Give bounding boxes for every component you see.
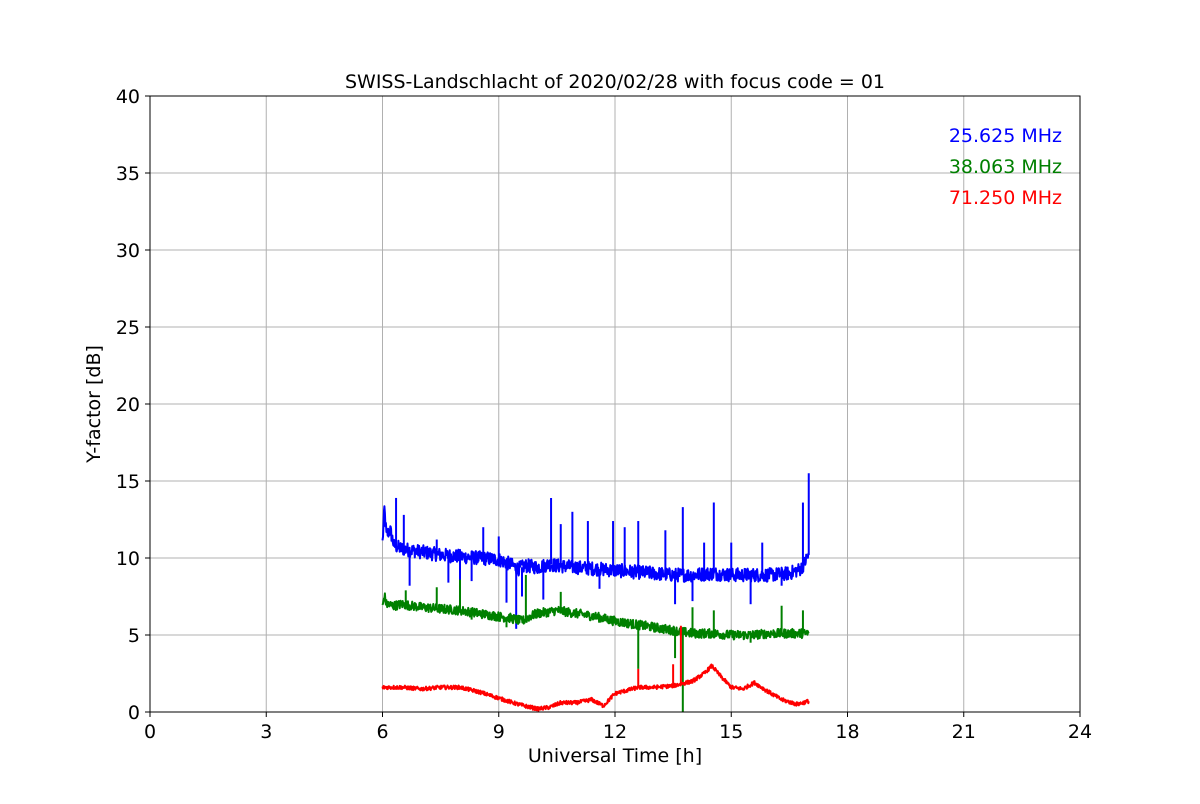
x-tick-label: 24 — [1068, 721, 1092, 743]
tick-layer: 0 3 6 9 12 15 18 21 24 0 5 10 15 20 25 30 35 40 — [116, 86, 1092, 743]
x-tick-label: 18 — [835, 721, 859, 743]
series-layer — [381, 473, 810, 712]
legend-item: 25.625 MHz — [949, 125, 1062, 147]
y-tick-label: 0 — [128, 702, 140, 724]
y-tick-label: 5 — [128, 625, 140, 647]
x-axis-label: Universal Time [h] — [528, 745, 702, 767]
y-tick-label: 35 — [116, 163, 140, 185]
legend-item: 71.250 MHz — [949, 187, 1062, 209]
series-2 — [381, 574, 810, 712]
y-tick-label: 20 — [116, 394, 140, 416]
legend-item: 38.063 MHz — [949, 156, 1062, 178]
series-line — [381, 663, 810, 712]
x-tick-label: 3 — [260, 721, 272, 743]
x-tick-label: 0 — [144, 721, 156, 743]
x-tick-label: 12 — [603, 721, 627, 743]
series-line — [381, 592, 810, 641]
x-tick-label: 6 — [376, 721, 388, 743]
legend: 25.625 MHz 38.063 MHz 71.250 MHz — [949, 125, 1062, 209]
y-tick-label: 30 — [116, 240, 140, 262]
y-axis-label: Y-factor [dB] — [83, 345, 105, 464]
chart-title: SWISS-Landschlacht of 2020/02/28 with fo… — [345, 71, 885, 93]
x-tick-label: 21 — [952, 721, 976, 743]
y-tick-label: 15 — [116, 471, 140, 493]
y-tick-label: 40 — [116, 86, 140, 108]
series-line — [381, 505, 810, 583]
y-tick-label: 25 — [116, 317, 140, 339]
y-tick-label: 10 — [116, 548, 140, 570]
series-1 — [381, 473, 810, 629]
x-tick-label: 15 — [719, 721, 743, 743]
series-3 — [381, 625, 810, 712]
x-tick-label: 9 — [493, 721, 505, 743]
